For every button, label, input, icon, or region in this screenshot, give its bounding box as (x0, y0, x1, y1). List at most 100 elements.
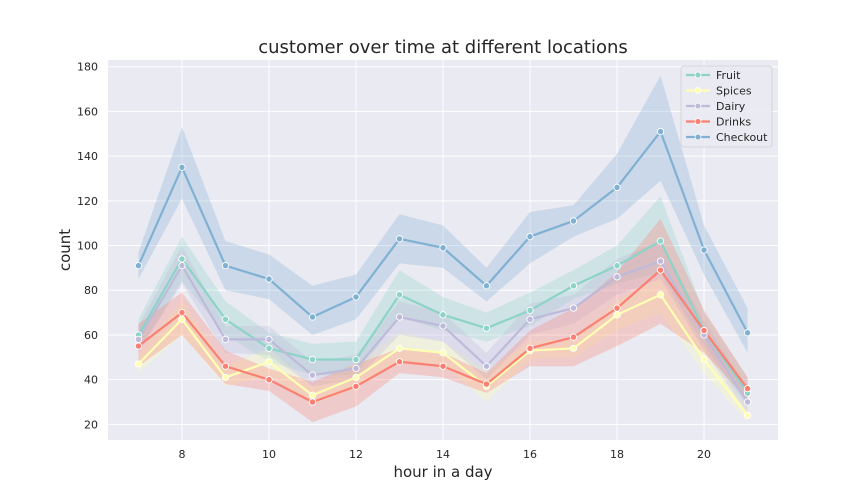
series-markers (134, 127, 752, 420)
data-point-checkout (656, 127, 665, 136)
data-point-spices (700, 355, 708, 364)
data-point-dairy (221, 335, 230, 344)
data-point-spices (656, 291, 665, 299)
x-tick-label: 20 (697, 448, 711, 461)
data-point-fruit (439, 311, 447, 319)
x-tick-label: 18 (610, 448, 624, 461)
legend: Fruit Spices Dairy Drinks Checkout (680, 65, 773, 148)
data-point-dairy (134, 335, 143, 344)
y-tick-label: 20 (84, 418, 98, 431)
y-tick-label: 40 (84, 374, 98, 387)
x-tick-label: 12 (349, 448, 363, 461)
data-point-drinks (178, 308, 186, 317)
data-point-dairy (439, 322, 447, 330)
legend-marker-spices (694, 87, 702, 94)
data-point-dairy (265, 335, 273, 344)
data-point-spices (743, 411, 752, 420)
data-point-drinks (265, 375, 273, 384)
data-point-fruit (395, 291, 404, 299)
legend-label-checkout: Checkout (716, 131, 768, 144)
data-point-dairy (743, 398, 752, 406)
data-point-checkout (221, 261, 230, 270)
data-point-fruit (221, 315, 230, 323)
y-tick-label: 60 (84, 329, 98, 342)
data-point-drinks (352, 382, 360, 391)
legend-label-spices: Spices (716, 85, 752, 98)
data-point-dairy (569, 304, 578, 312)
data-point-dairy (656, 257, 665, 265)
legend-label-fruit: Fruit (716, 69, 741, 82)
data-point-drinks (700, 326, 708, 335)
x-tick-label: 14 (436, 448, 450, 461)
data-point-drinks (439, 362, 447, 370)
data-point-fruit (526, 306, 534, 315)
data-point-fruit (308, 355, 317, 364)
data-point-spices (439, 349, 447, 357)
data-point-dairy (613, 273, 621, 281)
data-point-drinks (395, 358, 404, 366)
data-point-checkout (395, 235, 404, 243)
data-point-drinks (134, 342, 143, 350)
data-point-checkout (743, 329, 752, 337)
data-point-fruit (352, 355, 360, 364)
grid (108, 60, 778, 440)
legend-box (680, 65, 773, 148)
data-point-spices (613, 311, 621, 319)
data-point-checkout (700, 246, 708, 254)
legend-label-drinks: Drinks (716, 116, 751, 129)
ci-band-drinks (138, 218, 748, 423)
legend-marker-checkout (694, 133, 702, 141)
data-point-checkout (308, 313, 317, 321)
x-tick-label: 16 (523, 448, 537, 461)
data-point-drinks (482, 380, 491, 388)
y-tick-label: 140 (77, 150, 98, 163)
data-point-drinks (526, 344, 534, 353)
y-tick-label: 160 (77, 105, 98, 118)
data-point-drinks (308, 398, 317, 406)
data-point-fruit (482, 324, 491, 332)
data-point-checkout (439, 244, 447, 252)
data-point-spices (178, 315, 186, 323)
data-point-checkout (134, 261, 143, 270)
data-point-fruit (265, 344, 273, 353)
data-point-spices (221, 373, 230, 382)
legend-marker-drinks (694, 118, 702, 125)
data-point-spices (569, 344, 578, 353)
chart-title: customer over time at different location… (258, 37, 628, 58)
data-point-drinks (656, 266, 665, 274)
data-point-spices (308, 391, 317, 399)
data-point-checkout (569, 217, 578, 225)
x-axis-label: hour in a day (393, 463, 492, 481)
x-tick-label: 8 (178, 448, 185, 461)
legend-marker-fruit (694, 71, 702, 79)
data-point-dairy (308, 371, 317, 379)
data-point-spices (395, 344, 404, 353)
data-point-checkout (526, 232, 534, 241)
data-point-fruit (656, 237, 665, 245)
data-point-checkout (265, 275, 273, 283)
legend-label-dairy: Dairy (716, 100, 746, 113)
data-point-drinks (221, 362, 230, 370)
data-point-dairy (482, 362, 491, 370)
x-ticks: 8 10 12 14 16 18 20 (178, 448, 711, 461)
y-axis-label: count (56, 229, 74, 271)
data-point-dairy (352, 364, 360, 373)
legend-marker-dairy (694, 102, 702, 110)
data-point-fruit (613, 261, 621, 270)
data-point-checkout (482, 282, 491, 290)
ci-band-checkout (138, 75, 748, 353)
data-point-spices (352, 373, 360, 382)
y-tick-label: 120 (77, 195, 98, 208)
data-point-dairy (178, 261, 186, 270)
data-point-dairy (526, 315, 534, 323)
y-tick-label: 80 (84, 284, 98, 297)
y-tick-label: 100 (77, 240, 98, 253)
data-point-drinks (569, 333, 578, 341)
data-point-fruit (178, 255, 186, 263)
data-point-checkout (613, 183, 621, 192)
data-point-checkout (352, 293, 360, 301)
data-point-drinks (743, 384, 752, 393)
data-point-checkout (178, 163, 186, 171)
data-point-spices (134, 360, 143, 368)
